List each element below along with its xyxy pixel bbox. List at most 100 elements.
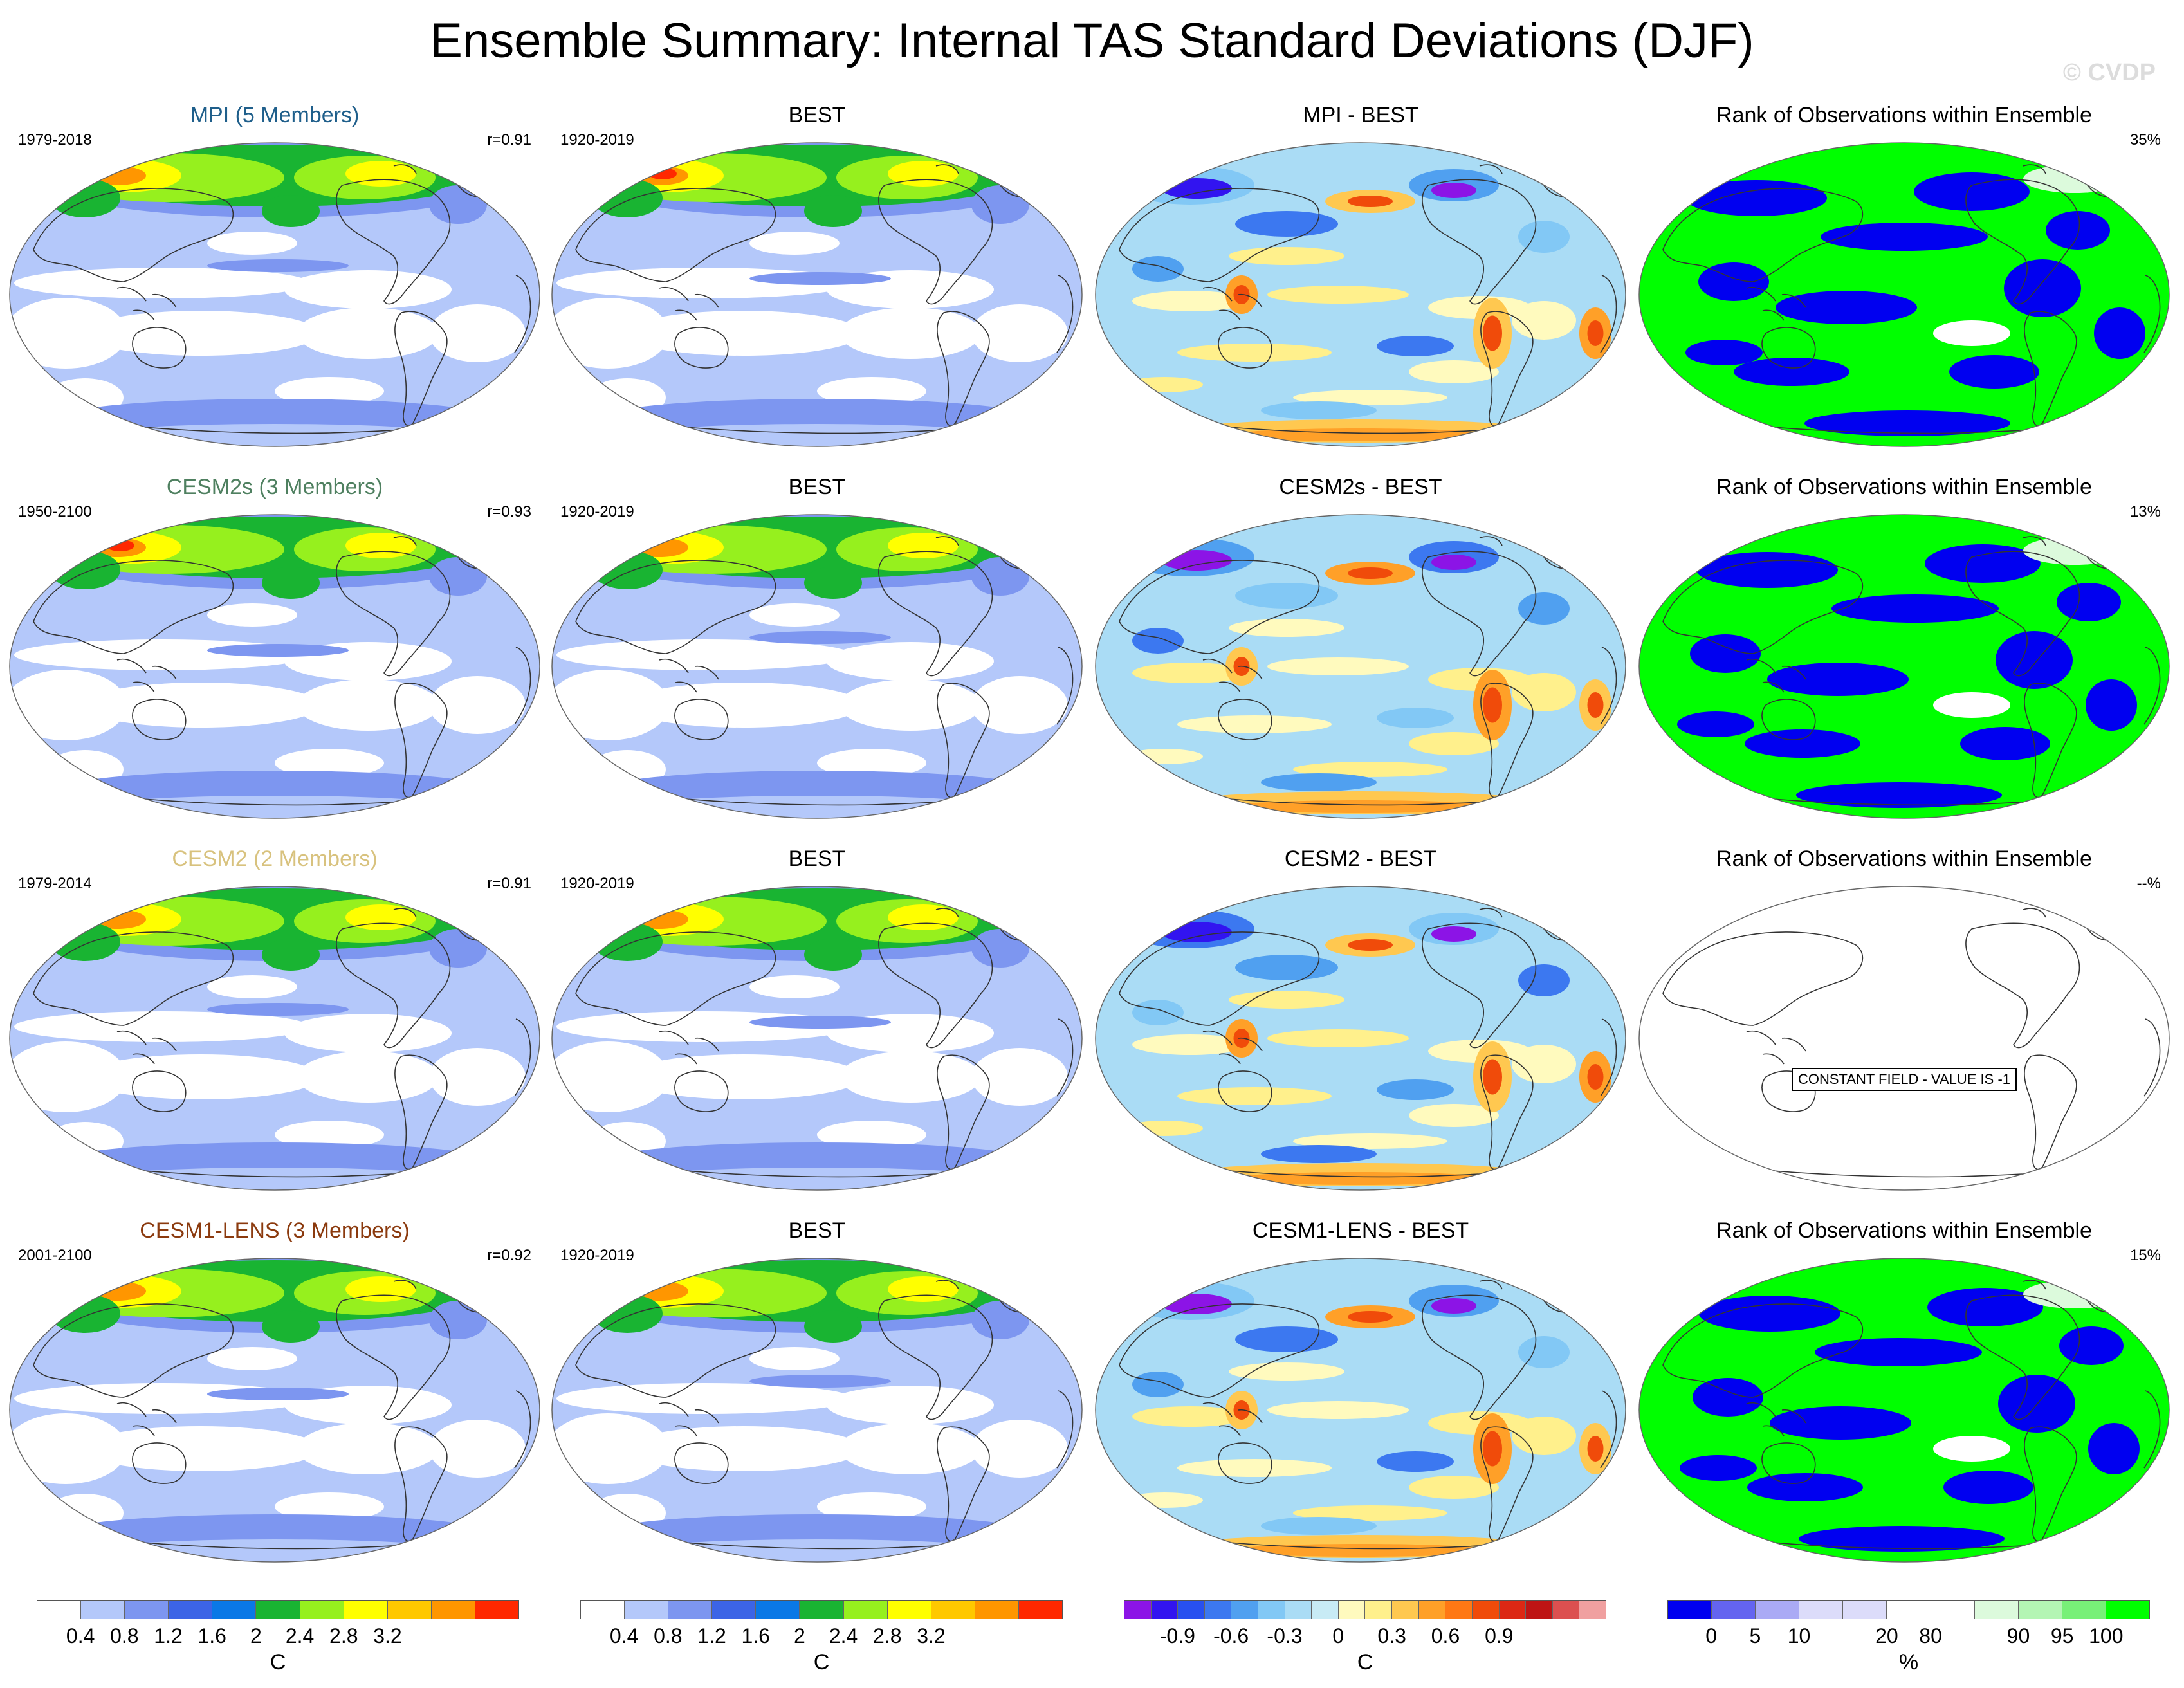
colorbar-swatch <box>581 1601 625 1619</box>
panel-title: Rank of Observations within Ensemble <box>1716 1218 2092 1243</box>
world-map <box>1095 142 1626 447</box>
panel-title: BEST <box>788 103 846 127</box>
colorbar-tick-label: 0.3 <box>1377 1624 1406 1647</box>
colorbar-swatch <box>2017 1601 2062 1619</box>
panel-title: Rank of Observations within Ensemble <box>1716 847 2092 871</box>
colorbar-swatch <box>1231 1601 1258 1619</box>
colorbar-tick-label: 0.9 <box>1485 1624 1514 1647</box>
colorbar-tick-label: 0.8 <box>110 1624 139 1647</box>
colorbar-tick-label: 0.4 <box>66 1624 95 1647</box>
colorbar-swatch <box>168 1601 212 1619</box>
panel-title: BEST <box>788 847 846 871</box>
pattern-correlation: r=0.92 <box>487 1247 531 1264</box>
colorbar-swatch <box>1018 1601 1063 1619</box>
colorbar-swatch <box>1364 1601 1392 1619</box>
colorbar-swatch <box>1204 1601 1231 1619</box>
colorbar-tick-label: 1.6 <box>197 1624 226 1647</box>
constant-field-text: CONSTANT FIELD - VALUE IS -1 <box>1791 1068 2017 1091</box>
main-title: Ensemble Summary: Internal TAS Standard … <box>430 14 1754 68</box>
colorbar-swatch <box>1284 1601 1312 1619</box>
colorbar-tick-label: 1.2 <box>697 1624 726 1647</box>
period-label: 1920-2019 <box>560 875 634 892</box>
colorbar-swatch <box>37 1601 81 1619</box>
period-label: 1950-2100 <box>18 503 92 520</box>
obs-panel: BEST 1920-2019 <box>550 475 1084 841</box>
colorbar-unit: C <box>813 1650 830 1674</box>
panel-title: CESM2s - BEST <box>1279 475 1442 499</box>
colorbar-swatch <box>1124 1601 1151 1619</box>
colorbar-tick-label: -0.3 <box>1267 1624 1303 1647</box>
colorbar-swatch <box>2105 1601 2150 1619</box>
rank-panel: Rank of Observations within Ensemble 13% <box>1637 475 2171 841</box>
world-map <box>9 1258 540 1563</box>
period-label: 2001-2100 <box>18 1247 92 1264</box>
world-map <box>1638 514 2170 819</box>
colorbar-unit: % <box>1898 1650 1919 1674</box>
colorbar-swatch <box>668 1601 712 1619</box>
model-panel: CESM1-LENS (3 Members) 2001-2100 r=0.92 <box>8 1218 542 1585</box>
rank-panel: Rank of Observations within Ensemble 15% <box>1637 1218 2171 1585</box>
colorbar-tick-label: 0.8 <box>654 1624 683 1647</box>
colorbar-unit: C <box>1357 1650 1373 1674</box>
colorbar-swatch <box>974 1601 1018 1619</box>
world-map <box>1638 886 2170 1191</box>
colorbar-tick-label: 2 <box>794 1624 805 1647</box>
colorbar-swatch <box>886 1601 931 1619</box>
obs-panel: BEST 1920-2019 <box>550 847 1084 1213</box>
colorbar-tick-label: 0.6 <box>1431 1624 1460 1647</box>
colorbar-swatch <box>1668 1601 1712 1619</box>
colorbar-swatch <box>124 1601 169 1619</box>
colorbar-swatch <box>299 1601 344 1619</box>
colorbar-swatch <box>930 1601 975 1619</box>
colorbar-tick-label: 90 <box>2006 1624 2030 1647</box>
panel-title: MPI - BEST <box>1303 103 1418 127</box>
colorbar-swatch <box>624 1601 668 1619</box>
period-label: 1920-2019 <box>560 503 634 520</box>
world-map <box>1095 886 1626 1191</box>
rank-panel: Rank of Observations within Ensemble --% C… <box>1637 847 2171 1213</box>
colorbar-swatch <box>1471 1601 1499 1619</box>
panel-title: MPI (5 Members) <box>190 103 360 127</box>
colorbar-swatch <box>1418 1601 1445 1619</box>
colorbar-tick-label: 0 <box>1332 1624 1344 1647</box>
colorbar-swatch <box>343 1601 387 1619</box>
world-map <box>551 514 1083 819</box>
colorbar-swatch <box>1552 1601 1579 1619</box>
colorbar-swatch <box>1258 1601 1285 1619</box>
diff-panel: MPI - BEST <box>1094 103 1628 470</box>
colorbar-tick-label: 3.2 <box>917 1624 946 1647</box>
colorbar-tick-label: 20 <box>1875 1624 1898 1647</box>
colorbar-unit: C <box>270 1650 286 1674</box>
colorbar-swatch <box>1799 1601 1843 1619</box>
world-map <box>9 514 540 819</box>
colorbar-swatch <box>1930 1601 1974 1619</box>
colorbar: -0.9 -0.6 -0.3 0 0.3 0.6 0.9 C <box>1124 1600 1606 1677</box>
colorbar: 0 5 10 20 80 90 95 100% <box>1667 1600 2150 1677</box>
colorbar-tick-label: 2 <box>250 1624 262 1647</box>
colorbar-swatch <box>1337 1601 1365 1619</box>
panel-title: CESM2 (2 Members) <box>172 847 378 871</box>
diff-panel: CESM2s - BEST <box>1094 475 1628 841</box>
colorbar-swatch <box>212 1601 256 1619</box>
pattern-correlation: r=0.91 <box>487 875 531 892</box>
rank-percent: 35% <box>2129 131 2161 149</box>
world-map <box>1638 1258 2170 1563</box>
world-map <box>1095 514 1626 819</box>
pattern-correlation: r=0.93 <box>487 503 531 520</box>
panel-title: Rank of Observations within Ensemble <box>1716 103 2092 127</box>
colorbar: 0.4 0.8 1.2 1.6 2 2.4 2.8 3.2 C <box>37 1600 519 1677</box>
colorbar-swatch <box>387 1601 431 1619</box>
world-map <box>1638 142 2170 447</box>
colorbar-swatch <box>799 1601 843 1619</box>
colorbar-tick-label: 10 <box>1787 1624 1811 1647</box>
colorbar-swatch <box>1579 1601 1606 1619</box>
panel-title: CESM2s (3 Members) <box>166 475 383 499</box>
colorbar-tick-label: 3.2 <box>373 1624 402 1647</box>
panel-title: Rank of Observations within Ensemble <box>1716 475 2092 499</box>
colorbar-tick-label: 5 <box>1749 1624 1761 1647</box>
colorbar-swatch <box>80 1601 125 1619</box>
colorbar-swatch <box>755 1601 800 1619</box>
period-label: 1979-2018 <box>18 131 92 149</box>
colorbar-swatch <box>1150 1601 1178 1619</box>
colorbar-tick-label: -0.9 <box>1159 1624 1195 1647</box>
